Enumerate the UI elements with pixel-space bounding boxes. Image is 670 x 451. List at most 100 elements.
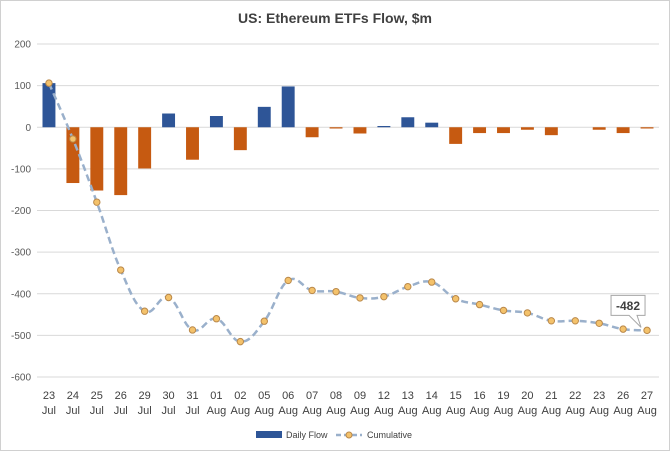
point-cumulative — [356, 294, 364, 302]
bar-daily-flow — [209, 116, 223, 128]
point-cumulative — [643, 326, 651, 335]
x-tick-label: 07 — [306, 390, 318, 402]
x-tick-label: 06 — [282, 390, 294, 402]
point-cumulative — [117, 266, 125, 274]
x-tick-label: Aug — [446, 405, 466, 417]
x-tick-label: 23 — [593, 390, 605, 402]
x-tick-label: Aug — [278, 405, 298, 417]
bar-daily-flow — [473, 127, 487, 134]
y-tick-label: -600 — [11, 373, 31, 384]
x-tick-label: Jul — [162, 405, 176, 417]
x-tick-label: Jul — [66, 405, 80, 417]
point-cumulative — [212, 315, 221, 323]
point-cumulative — [284, 276, 292, 285]
bar-daily-flow — [497, 127, 510, 134]
bar-daily-flow — [616, 127, 630, 134]
bar-daily-flow — [66, 127, 80, 184]
point-cumulative — [332, 287, 340, 296]
x-tick-label: Jul — [185, 405, 199, 417]
point-cumulative — [451, 295, 460, 303]
bar-daily-flow — [449, 127, 463, 144]
point-cumulative — [164, 293, 173, 302]
y-tick-label: -500 — [11, 331, 31, 342]
point-cumulative — [308, 286, 316, 295]
x-tick-label: Aug — [302, 405, 322, 417]
x-tick-label: Aug — [374, 405, 394, 417]
y-tick-label: -400 — [11, 289, 31, 300]
point-cumulative — [140, 307, 149, 315]
x-tick-label: Jul — [138, 405, 152, 417]
point-cumulative — [260, 317, 268, 325]
bar-daily-flow — [640, 127, 654, 129]
x-tick-label: 27 — [641, 390, 653, 402]
point-cumulative — [93, 198, 101, 206]
bar-daily-flow — [138, 127, 152, 169]
x-tick-label: Aug — [542, 405, 562, 417]
bar-daily-flow — [257, 106, 271, 128]
x-tick-label: 20 — [521, 390, 533, 402]
x-tick-label: Aug — [613, 405, 633, 417]
x-tick-label: 23 — [43, 390, 55, 402]
bar-daily-flow — [592, 127, 606, 130]
y-tick-label: -100 — [11, 164, 31, 175]
legend-label-daily-flow: Daily Flow — [286, 430, 328, 440]
point-cumulative — [404, 282, 412, 291]
point-cumulative — [69, 135, 77, 143]
x-tick-label: 26 — [617, 390, 629, 402]
x-tick-label: Aug — [589, 405, 609, 417]
x-tick-label: Aug — [207, 405, 227, 417]
point-cumulative — [499, 306, 508, 315]
x-tick-label: 02 — [234, 390, 246, 402]
point-cumulative — [547, 317, 556, 325]
x-tick-label: Aug — [254, 405, 274, 417]
x-tick-label: Aug — [494, 405, 514, 417]
bar-daily-flow — [353, 127, 367, 134]
point-cumulative — [188, 326, 197, 334]
x-tick-label: Aug — [470, 405, 490, 417]
x-tick-label: 26 — [115, 390, 127, 402]
point-cumulative — [236, 337, 245, 346]
point-cumulative — [45, 79, 53, 87]
bar-daily-flow — [114, 127, 128, 196]
x-tick-label: 15 — [450, 390, 462, 402]
y-tick-label: -200 — [11, 206, 31, 217]
bar-daily-flow — [186, 127, 199, 160]
line-cumulative — [47, 82, 648, 343]
point-cumulative — [475, 300, 484, 309]
bar-daily-flow — [305, 127, 319, 138]
x-tick-label: 16 — [473, 390, 485, 402]
x-tick-label: 05 — [258, 390, 270, 402]
point-cumulative — [523, 309, 532, 317]
bar-daily-flow — [401, 117, 415, 128]
y-tick-label: 200 — [14, 40, 31, 51]
x-tick-label: Aug — [231, 405, 251, 417]
x-tick-label: 21 — [545, 390, 557, 402]
x-tick-label: 12 — [378, 390, 390, 402]
x-tick-label: 09 — [354, 390, 366, 402]
x-tick-label: Jul — [42, 405, 56, 417]
legend-marker-cumulative — [345, 431, 353, 439]
legend-label-cumulative: Cumulative — [367, 430, 412, 440]
x-tick-label: 01 — [210, 390, 222, 402]
legend-swatch-daily-flow — [256, 431, 282, 438]
chart-title: US: Ethereum ETFs Flow, $m — [238, 10, 432, 26]
x-tick-label: 08 — [330, 390, 342, 402]
x-tick-label: 29 — [139, 390, 151, 402]
y-tick-label: 100 — [14, 81, 31, 92]
bar-daily-flow — [425, 122, 439, 128]
point-cumulative — [380, 292, 388, 301]
x-tick-label: 24 — [67, 390, 79, 402]
x-tick-label: 13 — [402, 390, 414, 402]
x-tick-label: 25 — [91, 390, 103, 402]
bar-daily-flow — [90, 127, 104, 191]
bar-daily-flow — [281, 86, 295, 128]
point-cumulative — [571, 317, 579, 325]
bar-daily-flow — [42, 83, 56, 128]
x-tick-label: Aug — [422, 405, 442, 417]
x-tick-label: 30 — [162, 390, 174, 402]
x-tick-label: Aug — [326, 405, 346, 417]
x-tick-label: Aug — [350, 405, 370, 417]
bar-daily-flow — [377, 126, 391, 128]
x-tick-label: 22 — [569, 390, 581, 402]
